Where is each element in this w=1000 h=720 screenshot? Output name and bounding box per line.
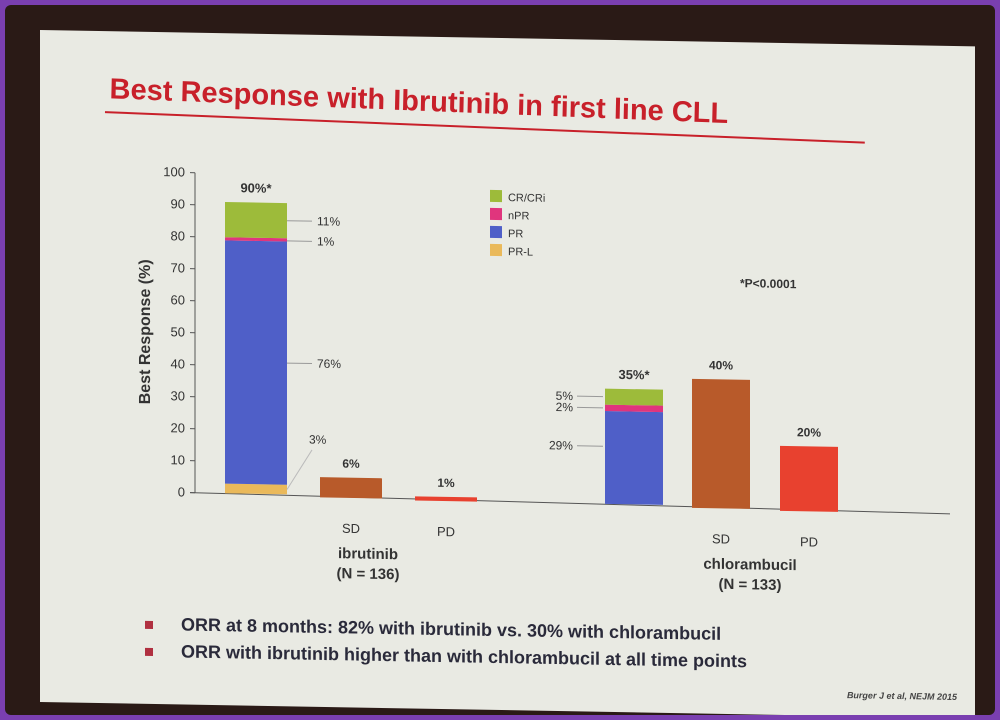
- segment-label: 3%: [309, 432, 327, 446]
- p-value-annotation: *P<0.0001: [740, 276, 797, 291]
- citation: Burger J et al, NEJM 2015: [846, 690, 957, 703]
- y-axis-title: Best Response (%): [137, 259, 154, 404]
- legend-swatch: [490, 189, 502, 203]
- segment-label: 2%: [556, 400, 574, 414]
- category-label: PD: [800, 534, 818, 549]
- segment-label: 11%: [317, 214, 340, 228]
- y-tick-label: 70: [171, 260, 185, 275]
- bullet-item: ORR at 8 months: 82% with ibrutinib vs. …: [145, 614, 747, 646]
- bar-total-label: 90%*: [240, 180, 272, 196]
- category-label: PD: [437, 524, 455, 539]
- bullet-marker: [145, 620, 153, 629]
- segment-label: 5%: [556, 389, 574, 403]
- category-label: SD: [342, 521, 360, 536]
- legend-swatch: [490, 225, 502, 239]
- legend-swatch: [490, 207, 502, 221]
- best-response-chart: 0 10 20 30 40 50 60 70 80 90 100 Best Response (%) C…: [137, 164, 951, 594]
- y-tick-label: 40: [171, 356, 185, 371]
- y-tick-label: 20: [171, 420, 185, 435]
- stacked-segment-cr-cri: [605, 388, 663, 406]
- bar-value-label: 1%: [437, 476, 455, 490]
- y-tick-label: 100: [163, 164, 185, 179]
- bar-value-label: 40%: [709, 358, 733, 372]
- bullet-text: ORR at 8 months: 82% with ibrutinib vs. …: [181, 614, 722, 644]
- stacked-segment-npr: [605, 404, 663, 413]
- bar-pd: [415, 496, 477, 502]
- segment-label: 1%: [317, 234, 335, 248]
- stacked-segment-pr: [225, 240, 287, 485]
- bar-sd: [692, 378, 750, 509]
- bar-value-label: 20%: [797, 425, 821, 439]
- group-n-label: (N = 133): [719, 576, 782, 594]
- group-label: chlorambucil: [703, 556, 796, 575]
- bullet-item: ORR with ibrutinib higher than with chlo…: [145, 641, 747, 673]
- legend-label: PR: [508, 228, 523, 240]
- bar-pd: [780, 445, 838, 512]
- bar-total-label: 35%*: [618, 367, 650, 383]
- stacked-segment-pr-l: [225, 483, 287, 495]
- y-tick-label: 30: [171, 388, 185, 403]
- group-label: ibrutinib: [338, 545, 398, 563]
- y-tick-label: 80: [171, 228, 185, 243]
- y-tick-label: 0: [178, 484, 185, 499]
- y-tick-label: 50: [171, 324, 185, 339]
- category-label: SD: [712, 531, 730, 546]
- y-tick-label: 90: [171, 196, 185, 211]
- slide: Best Response with Ibrutinib in first li…: [40, 30, 975, 715]
- legend-label: nPR: [508, 210, 529, 222]
- legend-swatch: [490, 243, 502, 257]
- stacked-segment-npr: [225, 237, 287, 242]
- photo-frame: Best Response with Ibrutinib in first li…: [5, 5, 995, 715]
- stacked-segment-pr: [605, 411, 663, 505]
- y-tick-label: 10: [171, 452, 185, 467]
- bullet-list: ORR at 8 months: 82% with ibrutinib vs. …: [145, 614, 747, 679]
- label-leader: [286, 449, 313, 490]
- bar-value-label: 6%: [342, 457, 360, 471]
- y-tick-label: 60: [171, 292, 185, 307]
- bar-sd: [320, 477, 382, 499]
- slide-title: Best Response with Ibrutinib in first li…: [109, 73, 729, 131]
- bullet-marker: [145, 647, 153, 656]
- group-n-label: (N = 136): [337, 565, 400, 583]
- bullet-text: ORR with ibrutinib higher than with chlo…: [181, 641, 748, 672]
- stacked-segment-cr-cri: [225, 202, 287, 239]
- legend-label: PR-L: [508, 246, 533, 258]
- segment-label: 29%: [549, 438, 573, 452]
- segment-label: 76%: [317, 357, 341, 371]
- legend-label: CR/CRi: [508, 192, 545, 205]
